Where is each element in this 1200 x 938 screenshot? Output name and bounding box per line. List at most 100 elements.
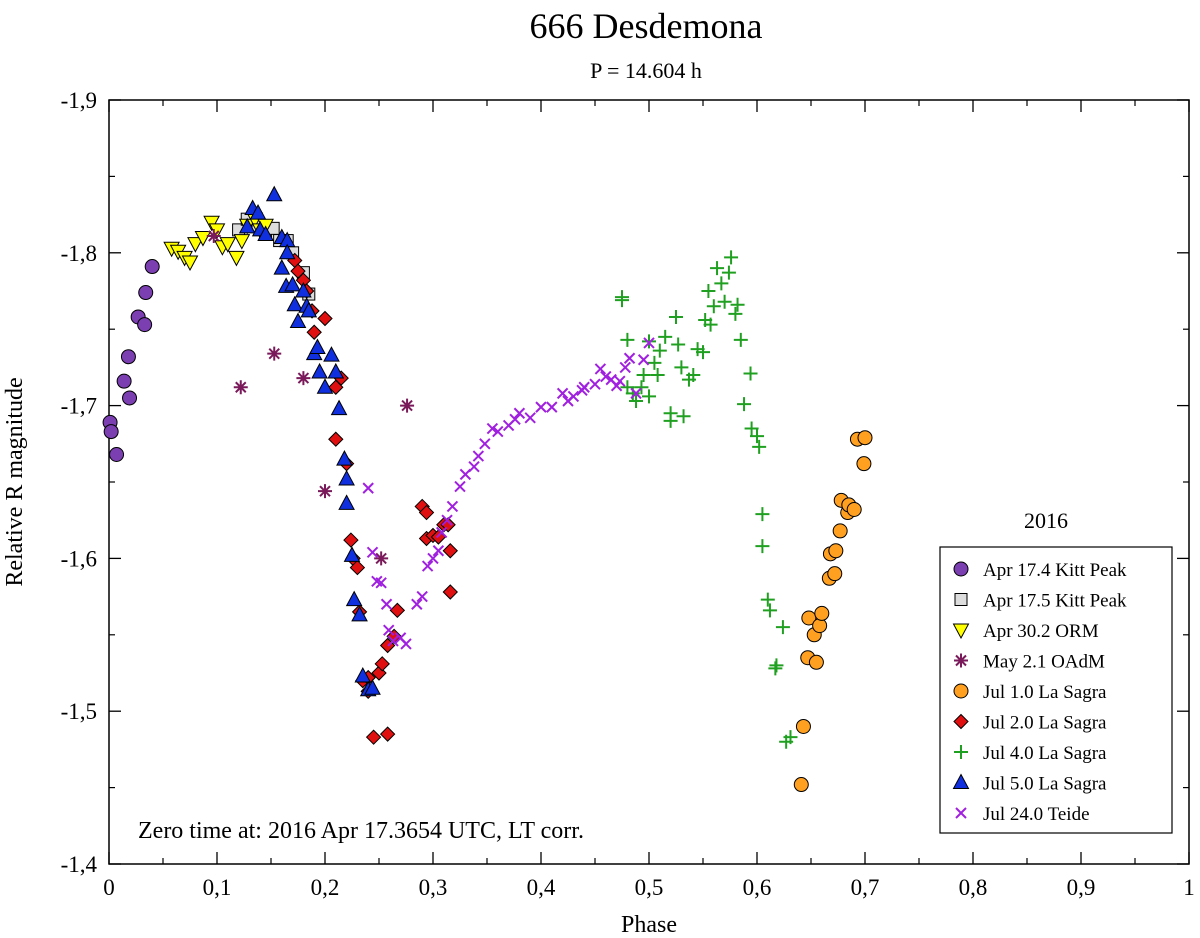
data-point	[362, 482, 374, 494]
legend-label: May 2.1 OAdM	[983, 652, 1105, 673]
x-tick-label: 0,3	[419, 875, 448, 900]
legend-label: Jul 4.0 La Sagra	[983, 743, 1107, 764]
data-point	[233, 380, 248, 395]
data-point	[509, 413, 521, 426]
data-point	[733, 332, 748, 347]
data-point	[194, 231, 212, 247]
chart-subtitle: P = 14.604 h	[590, 58, 702, 83]
legend-label: Apr 17.4 Kitt Peak	[983, 560, 1127, 581]
data-point	[343, 546, 361, 562]
data-point	[634, 380, 649, 395]
x-tick-label: 0	[103, 875, 115, 900]
data-point	[600, 370, 612, 383]
x-tick-label: 0,7	[851, 875, 880, 900]
data-point	[120, 349, 136, 365]
data-point	[327, 362, 345, 379]
data-point	[349, 559, 366, 576]
series-7	[238, 185, 381, 697]
data-point	[556, 387, 569, 400]
data-point	[567, 390, 580, 403]
legend-marker	[954, 653, 968, 668]
data-point	[808, 654, 824, 670]
series-4	[793, 430, 873, 793]
data-points	[102, 185, 873, 793]
data-point	[625, 386, 640, 401]
chart-title: 666 Desdemona	[530, 6, 763, 46]
data-point	[846, 502, 862, 518]
data-point	[721, 265, 736, 280]
series-6	[615, 250, 798, 749]
data-point	[144, 259, 160, 275]
y-tick-label: -1,8	[61, 241, 97, 266]
data-point	[814, 605, 830, 621]
data-point	[300, 301, 318, 318]
legend-marker	[953, 683, 969, 699]
data-point	[249, 204, 267, 220]
series-2	[163, 212, 274, 272]
data-point	[795, 718, 811, 734]
series-5	[287, 252, 458, 745]
legend-marker	[953, 561, 969, 577]
data-point	[755, 507, 770, 522]
data-point	[257, 225, 274, 241]
legend-marker	[954, 593, 968, 606]
data-point	[730, 297, 745, 312]
legend-marker	[953, 713, 969, 730]
x-tick-label: 0,8	[959, 875, 988, 900]
data-point	[832, 523, 848, 539]
data-point	[389, 602, 406, 619]
data-point	[306, 324, 322, 340]
data-point	[755, 539, 770, 554]
legend-label: Jul 1.0 La Sagra	[983, 682, 1107, 703]
y-tick-label: -1,4	[61, 852, 98, 877]
data-point	[116, 373, 132, 389]
data-point	[620, 332, 635, 347]
data-point	[103, 424, 119, 440]
data-point	[724, 250, 739, 265]
data-point	[696, 345, 710, 360]
data-point	[343, 532, 359, 548]
data-point	[717, 294, 732, 309]
data-point	[546, 401, 558, 413]
data-point	[265, 185, 283, 202]
data-point	[760, 592, 775, 607]
data-point	[737, 397, 752, 412]
data-point	[472, 450, 485, 462]
data-point	[273, 259, 291, 275]
data-point	[435, 526, 448, 539]
data-point	[650, 368, 665, 383]
data-point	[267, 346, 282, 361]
data-point	[383, 624, 395, 636]
data-point	[615, 293, 629, 308]
data-point	[827, 566, 843, 582]
data-point	[762, 603, 777, 618]
data-point	[783, 730, 798, 745]
legend-marker	[955, 807, 967, 819]
data-point	[524, 412, 536, 424]
y-tick-label: -1,9	[61, 88, 97, 113]
data-point	[296, 371, 311, 386]
data-point	[289, 312, 307, 329]
data-point	[138, 285, 154, 301]
legend-marker	[952, 773, 970, 789]
data-point	[336, 450, 353, 466]
data-point	[578, 381, 590, 393]
data-point	[137, 317, 153, 333]
data-point	[411, 598, 423, 610]
data-point	[364, 679, 381, 695]
data-point	[206, 228, 221, 243]
legend-label: Apr 17.5 Kitt Peak	[983, 591, 1127, 612]
data-point	[706, 299, 721, 314]
legend-label: Jul 2.0 La Sagra	[983, 713, 1107, 734]
data-point	[671, 337, 686, 352]
data-point	[857, 430, 873, 446]
data-point	[109, 446, 125, 462]
series-3	[206, 228, 415, 566]
legend-marker	[954, 745, 968, 759]
data-point	[486, 422, 499, 435]
x-axis: 0 0,1 0,2 0,3 0,4 0,5 0,6 0,7 0,8 0,9 1	[103, 100, 1195, 900]
data-point	[318, 484, 332, 499]
x-tick-label: 0,2	[311, 875, 340, 900]
y-axis: -1,9 -1,8 -1,7 -1,6 -1,5 -1,4	[61, 88, 1189, 877]
